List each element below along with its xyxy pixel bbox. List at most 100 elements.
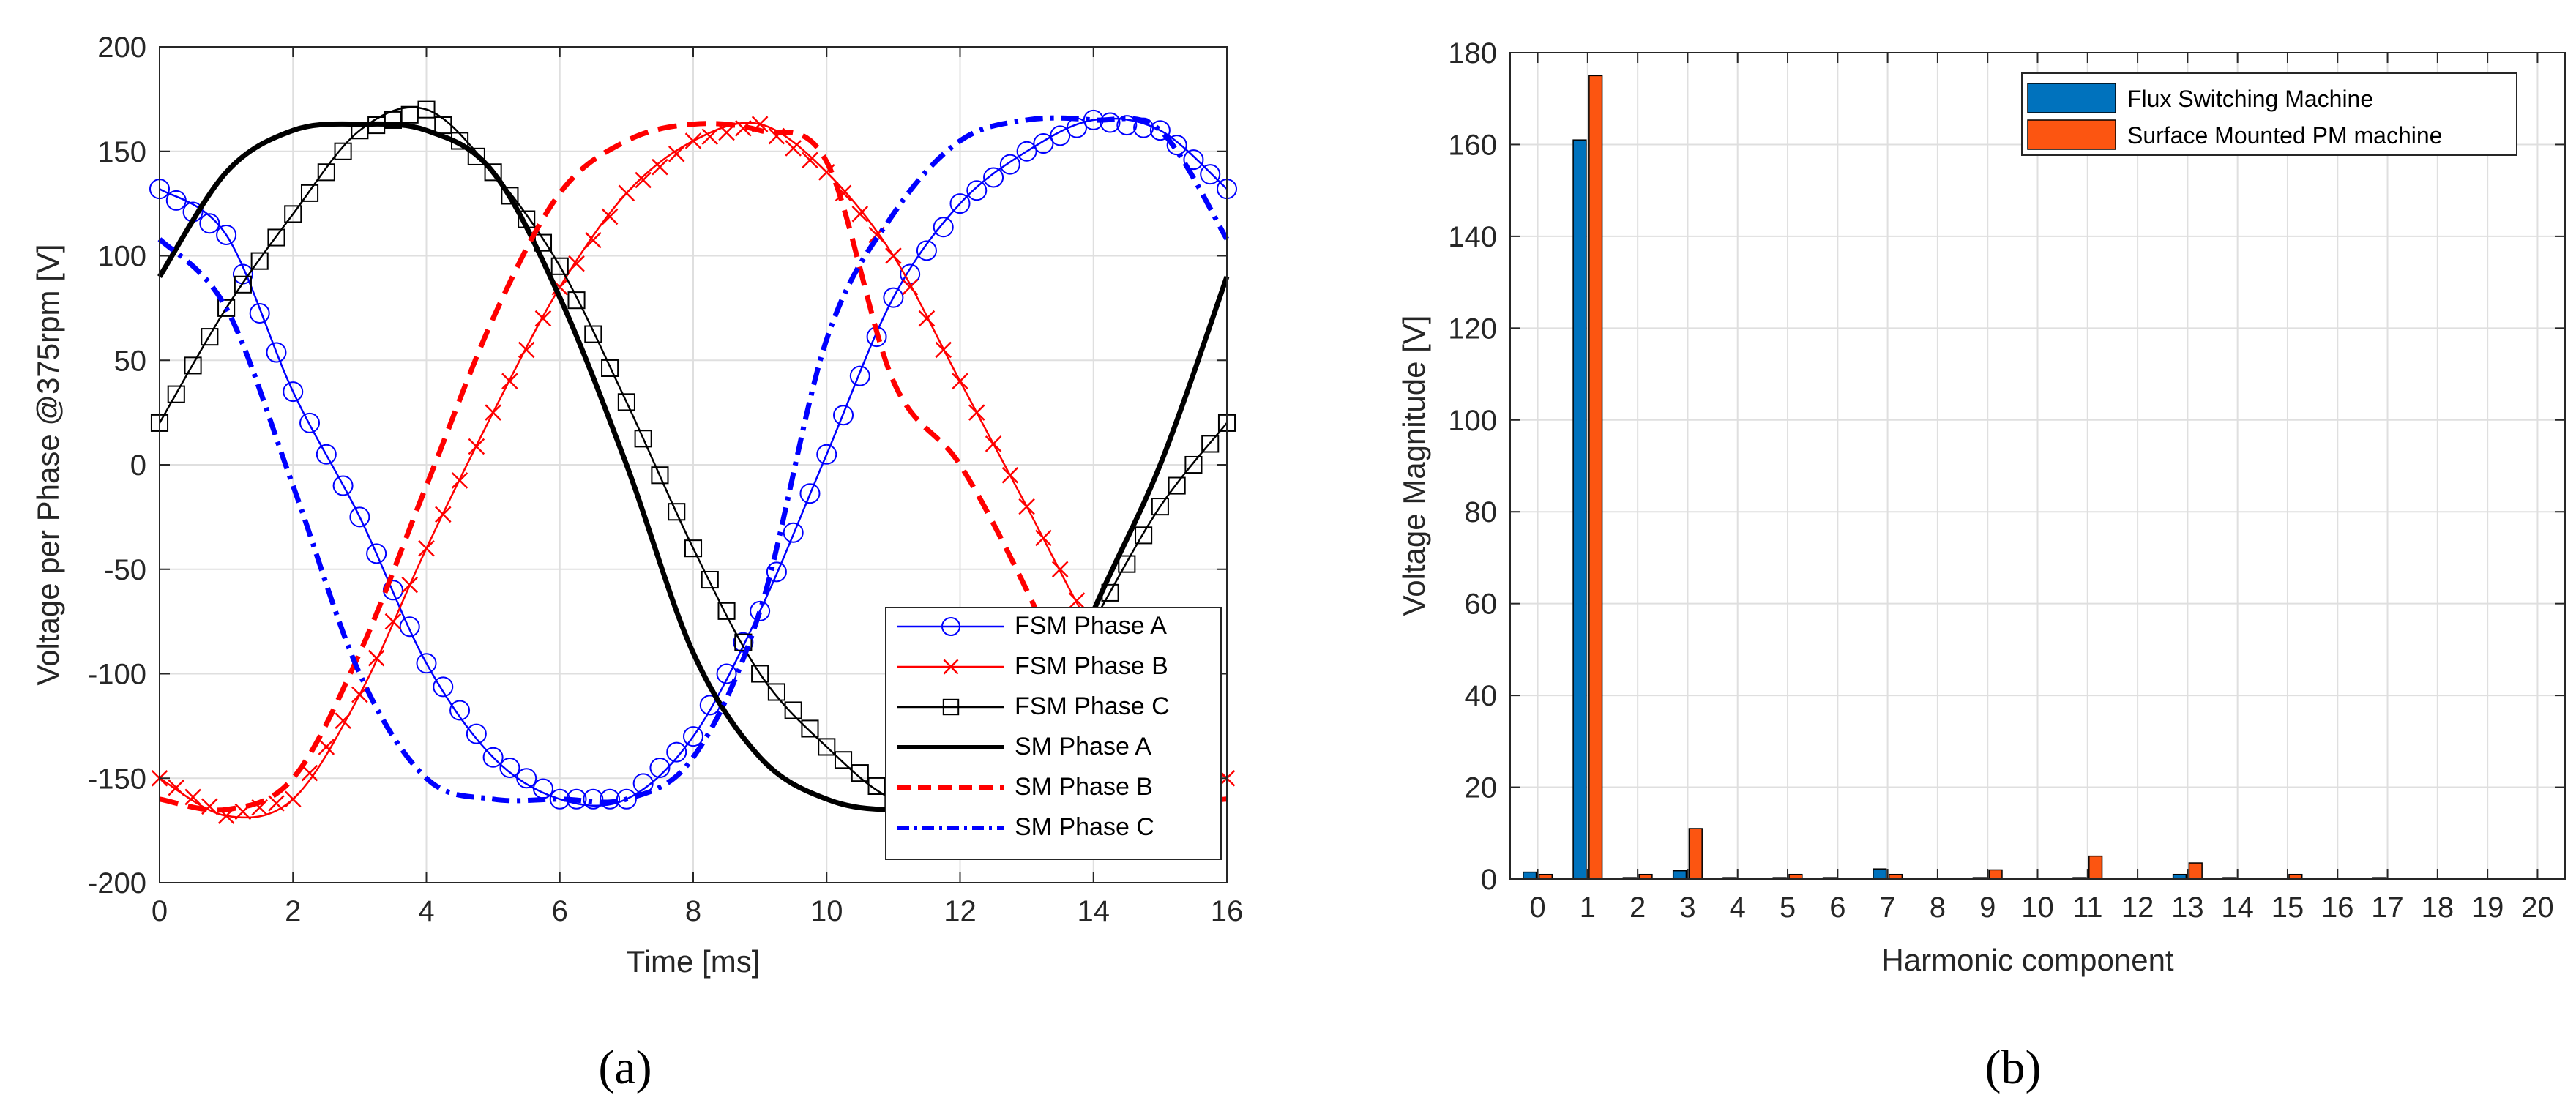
chart-a-marker-fsm-phase-a: [666, 741, 687, 763]
chart-a-marker-fsm-phase-c: [567, 291, 586, 310]
chart-b-legend-label: Flux Switching Machine: [2127, 86, 2373, 112]
chart-a-marker-fsm-phase-c: [818, 738, 836, 756]
chart-a-marker-fsm-phase-a: [1183, 149, 1204, 171]
chart-a-marker-fsm-phase-a: [833, 405, 854, 426]
chart-b-x-tick-label: 4: [1730, 891, 1746, 924]
chart-a-marker-fsm-phase-b: [501, 373, 518, 390]
chart-a-legend-label: SM Phase C: [1015, 813, 1154, 841]
chart-a-marker-fsm-phase-b: [935, 341, 952, 359]
chart-a-marker-fsm-phase-c: [617, 393, 635, 411]
chart-a-marker-fsm-phase-a: [366, 543, 387, 564]
chart-a-marker-fsm-phase-c: [634, 430, 652, 448]
chart-a-marker-fsm-phase-a: [1016, 141, 1037, 162]
chart-a-marker-fsm-phase-a: [600, 788, 621, 810]
chart-a-marker-fsm-phase-b: [1051, 561, 1069, 578]
chart-b-x-tick-label: 1: [1580, 891, 1596, 924]
chart-a-marker-fsm-phase-a: [399, 616, 420, 638]
chart-a-marker-fsm-phase-c: [201, 328, 219, 346]
chart-a-marker-fsm-phase-c: [434, 116, 452, 135]
chart-a-x-tick-label: 6: [552, 895, 568, 927]
chart-b-x-tick-label: 11: [2072, 891, 2103, 924]
chart-a-marker-fsm-phase-a: [616, 788, 637, 810]
chart-a-marker-fsm-phase-c: [234, 275, 252, 294]
chart-a-marker-fsm-phase-b: [684, 132, 702, 149]
chart-a-marker-fsm-phase-b: [601, 208, 619, 225]
caption-b: (b): [1985, 1041, 2042, 1094]
chart-a-x-tick-label: 16: [1211, 895, 1244, 927]
chart-a-legend-marker: [941, 617, 960, 636]
chart-a-marker-fsm-phase-a: [916, 240, 937, 261]
chart-a-legend-label: FSM Phase C: [1015, 692, 1170, 720]
chart-b-y-tick-label: 140: [1448, 221, 1497, 253]
chart-a-marker-fsm-phase-c: [734, 633, 753, 651]
chart-a-marker-fsm-phase-a: [165, 190, 187, 211]
chart-a-marker-fsm-phase-b: [918, 310, 936, 327]
chart-a-marker-fsm-phase-a: [750, 600, 771, 621]
chart-a: 0 2 4 6 8 10 12 14 16 -200 -150 -100 -50 0 50 100 150 200…: [31, 31, 1243, 979]
chart-a-legend-box: [885, 607, 1222, 860]
chart-b-x-tick-label: 3: [1679, 891, 1695, 924]
chart-a-marker-fsm-phase-a: [299, 412, 321, 433]
chart-a-marker-fsm-phase-b: [301, 764, 318, 782]
chart-b-x-tick-label: 13: [2171, 891, 2204, 924]
chart-a-marker-fsm-phase-b: [1001, 466, 1019, 484]
chart-a-legend-label: SM Phase A: [1015, 733, 1151, 760]
chart-a-marker-fsm-phase-b: [568, 255, 585, 272]
chart-a-legend-marker: [943, 659, 959, 675]
chart-a-y-tick-label: -100: [88, 659, 146, 691]
chart-b-bar-flux-switching-machine-0: [1523, 871, 1537, 880]
chart-a-legend-label: FSM Phase B: [1015, 652, 1168, 680]
chart-a-y-tick-label: -200: [88, 867, 146, 900]
chart-a-y-tick-label: -50: [104, 554, 146, 586]
chart-a-legend-item-fsm-phase-c: FSM Phase C: [897, 692, 1170, 720]
chart-a-marker-fsm-phase-b: [785, 140, 802, 157]
chart-a-marker-fsm-phase-c: [701, 570, 719, 589]
chart-b-x-tick-label: 16: [2321, 891, 2354, 924]
chart-a-marker-fsm-phase-c: [784, 701, 802, 719]
chart-a-marker-fsm-phase-a: [416, 653, 437, 674]
chart-a-marker-fsm-phase-c: [668, 503, 686, 521]
chart-a-marker-fsm-phase-c: [1184, 455, 1203, 474]
chart-a-marker-fsm-phase-a: [816, 444, 837, 465]
chart-a-marker-fsm-phase-a: [1166, 135, 1187, 156]
chart-b-bar-surface-mounted-pm-machine-1: [1588, 75, 1603, 880]
chart-a-marker-fsm-phase-b: [735, 120, 752, 137]
chart-b-x-tick-label: 0: [1529, 891, 1545, 924]
chart-a-marker-fsm-phase-b: [367, 649, 385, 667]
chart-a-marker-fsm-phase-b: [518, 341, 535, 359]
chart-a-marker-fsm-phase-a: [449, 700, 471, 721]
chart-a-ticks: 0 2 4 6 8 10 12 14 16 -200 -150 -100 -50 0 50 100 150 200: [88, 31, 1243, 927]
chart-b-y-tick-label: 180: [1448, 37, 1497, 70]
chart-a-marker-fsm-phase-c: [484, 163, 502, 182]
chart-b-bar-surface-mounted-pm-machine-9: [1988, 869, 2003, 880]
chart-a-line-fsm-phase-b: [159, 122, 1228, 819]
chart-a-marker-fsm-phase-a: [799, 483, 821, 504]
chart-a-marker-fsm-phase-b: [668, 146, 685, 162]
chart-a-marker-fsm-phase-b: [468, 438, 485, 455]
chart-a-marker-fsm-phase-c: [767, 683, 785, 701]
chart-a-marker-fsm-phase-c: [334, 142, 352, 160]
chart-a-marker-fsm-phase-b: [1068, 592, 1086, 609]
chart-b-x-tick-label: 17: [2371, 891, 2404, 924]
chart-a-y-axis-label: Voltage per Phase @375rpm [V]: [31, 244, 65, 686]
chart-b-bar-surface-mounted-pm-machine-13: [2188, 862, 2203, 880]
chart-b-x-tick-label: 14: [2221, 891, 2254, 924]
chart-a-marker-fsm-phase-b: [335, 712, 351, 730]
chart-a-x-tick-label: 8: [685, 895, 701, 927]
chart-a-marker-fsm-phase-c: [867, 777, 886, 796]
chart-a-marker-fsm-phase-b: [718, 124, 735, 141]
chart-b-y-tick-label: 20: [1465, 772, 1498, 804]
chart-a-x-tick-label: 0: [152, 895, 168, 927]
chart-a-marker-fsm-phase-b: [1018, 498, 1035, 515]
chart-b-y-tick-label: 160: [1448, 129, 1497, 161]
chart-a-y-tick-label: 100: [97, 241, 146, 273]
chart-a-legend-item-fsm-phase-b: FSM Phase B: [897, 652, 1168, 680]
chart-a-marker-fsm-phase-a: [482, 747, 504, 768]
chart-b-legend-swatch: [2027, 83, 2116, 113]
chart-b-bar-surface-mounted-pm-machine-11: [2088, 855, 2103, 880]
chart-b-x-tick-label: 9: [1979, 891, 1996, 924]
chart-a-x-tick-label: 10: [810, 895, 843, 927]
chart-a-marker-fsm-phase-b: [318, 739, 335, 755]
chart-a-marker-fsm-phase-a: [883, 287, 904, 308]
